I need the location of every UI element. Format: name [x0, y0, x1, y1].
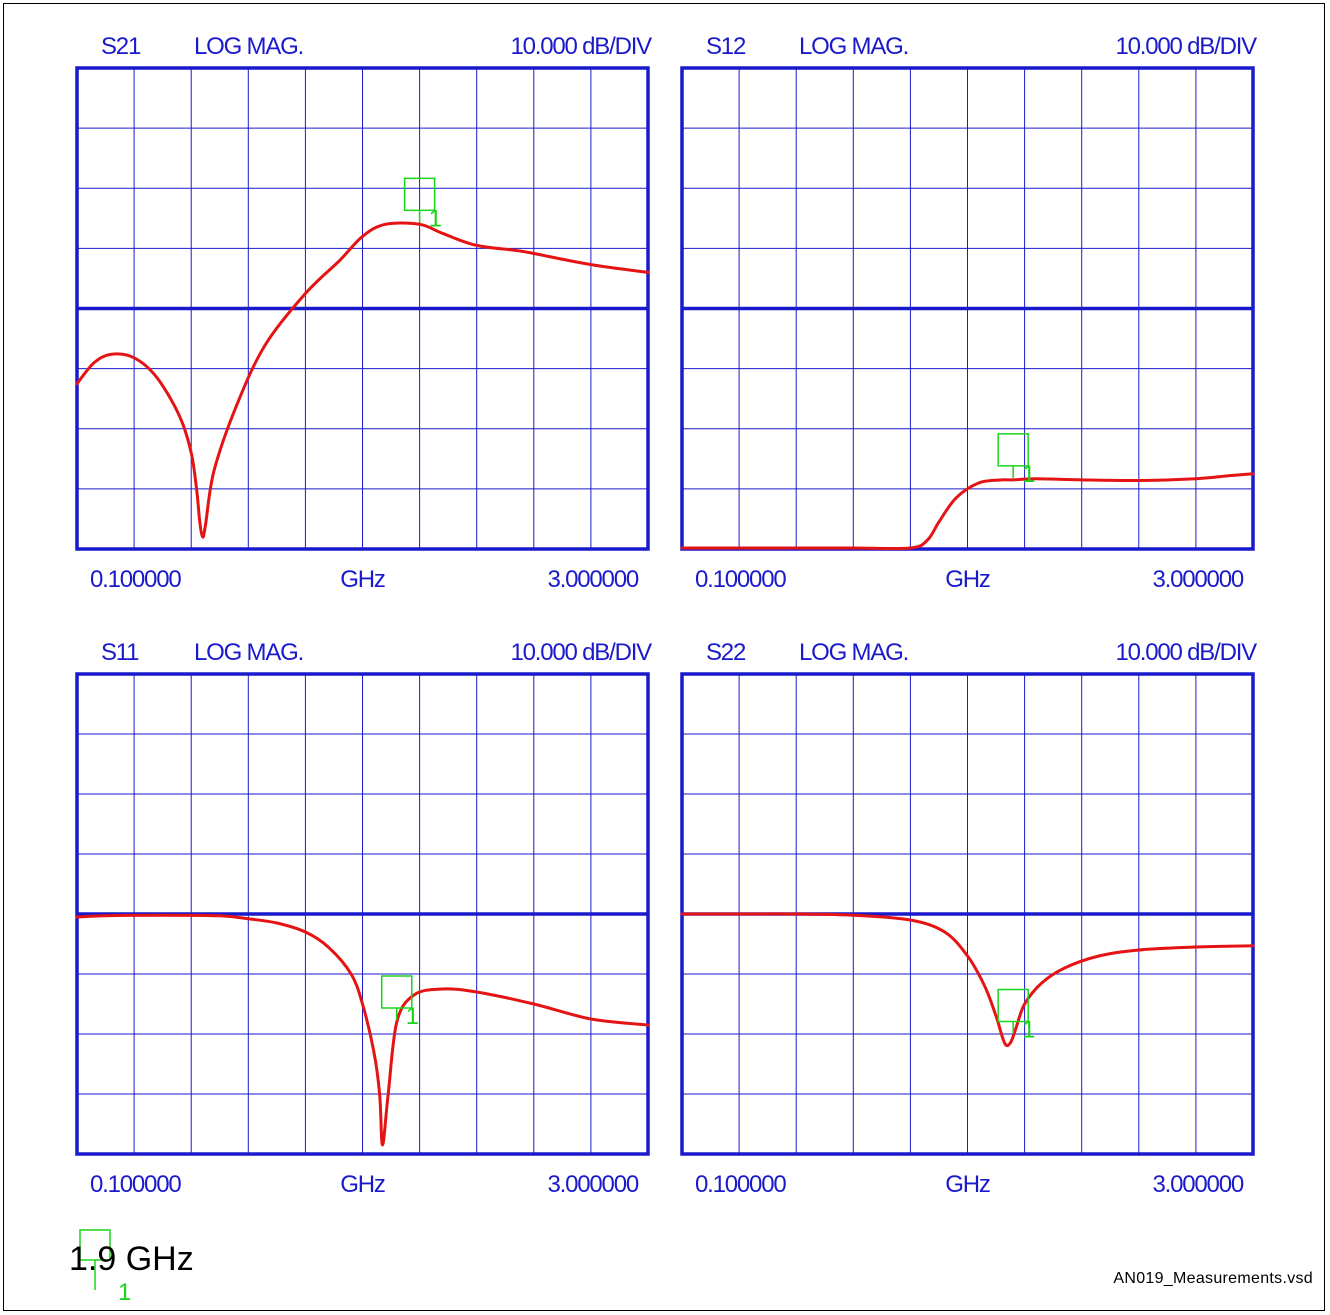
footer-filename: AN019_Measurements.vsd	[1113, 1270, 1313, 1287]
marker-label: 1	[429, 205, 442, 232]
x-stop-label: 3.000000	[1152, 566, 1243, 593]
marker-label: 1	[406, 1003, 419, 1030]
format-label: LOG MAG.	[799, 639, 908, 666]
x-unit-label: GHz	[945, 566, 990, 593]
x-unit-label: GHz	[340, 566, 385, 593]
x-unit-label: GHz	[945, 1171, 990, 1198]
trace-s11	[75, 913, 650, 1147]
scale-label: 10.000 dB/DIV	[510, 639, 652, 666]
x-start-label: 0.100000	[695, 566, 786, 593]
plot-s21: S21 LOG MAG. 10.000 dB/DIV 0.100000 GHz 3.000…	[75, 33, 653, 593]
plot-s22: S22 LOG MAG. 10.000 dB/DIV 0.100000 GHz 3.000…	[680, 639, 1258, 1198]
x-start-label: 0.100000	[695, 1171, 786, 1198]
parameter-label: S12	[706, 33, 746, 60]
parameter-label: S21	[101, 33, 141, 60]
parameter-label: S22	[706, 639, 746, 666]
trace-s22	[680, 912, 1255, 1048]
plot-s11: S11 LOG MAG. 10.000 dB/DIV 0.100000 GHz 3.000…	[75, 639, 653, 1198]
trace-s21	[75, 221, 650, 539]
format-label: LOG MAG.	[799, 33, 908, 60]
plot-frame	[680, 66, 1255, 551]
format-label: LOG MAG.	[194, 639, 303, 666]
marker-legend-number: 1	[118, 1279, 132, 1306]
x-stop-label: 3.000000	[547, 566, 638, 593]
format-label: LOG MAG.	[194, 33, 303, 60]
marker-label: 1	[1022, 461, 1035, 488]
plot-frame	[75, 672, 650, 1156]
scale-label: 10.000 dB/DIV	[1115, 639, 1257, 666]
plot-frame	[75, 66, 650, 551]
scale-label: 10.000 dB/DIV	[510, 33, 652, 60]
marker-legend-text: 1.9 GHz	[69, 1240, 194, 1278]
marker-label: 1	[1022, 1017, 1035, 1044]
parameter-label: S11	[101, 639, 139, 666]
plot-s12: S12 LOG MAG. 10.000 dB/DIV 0.100000 GHz 3.000…	[680, 33, 1258, 593]
x-stop-label: 3.000000	[1152, 1171, 1243, 1198]
x-start-label: 0.100000	[90, 566, 181, 593]
trace-s12	[680, 472, 1255, 551]
marker-legend-icon	[79, 1229, 111, 1290]
marker-legend: 1	[78, 1228, 338, 1306]
scale-label: 10.000 dB/DIV	[1115, 33, 1257, 60]
x-start-label: 0.100000	[90, 1171, 181, 1198]
x-stop-label: 3.000000	[547, 1171, 638, 1198]
page-frame	[3, 3, 1325, 1311]
x-unit-label: GHz	[340, 1171, 385, 1198]
